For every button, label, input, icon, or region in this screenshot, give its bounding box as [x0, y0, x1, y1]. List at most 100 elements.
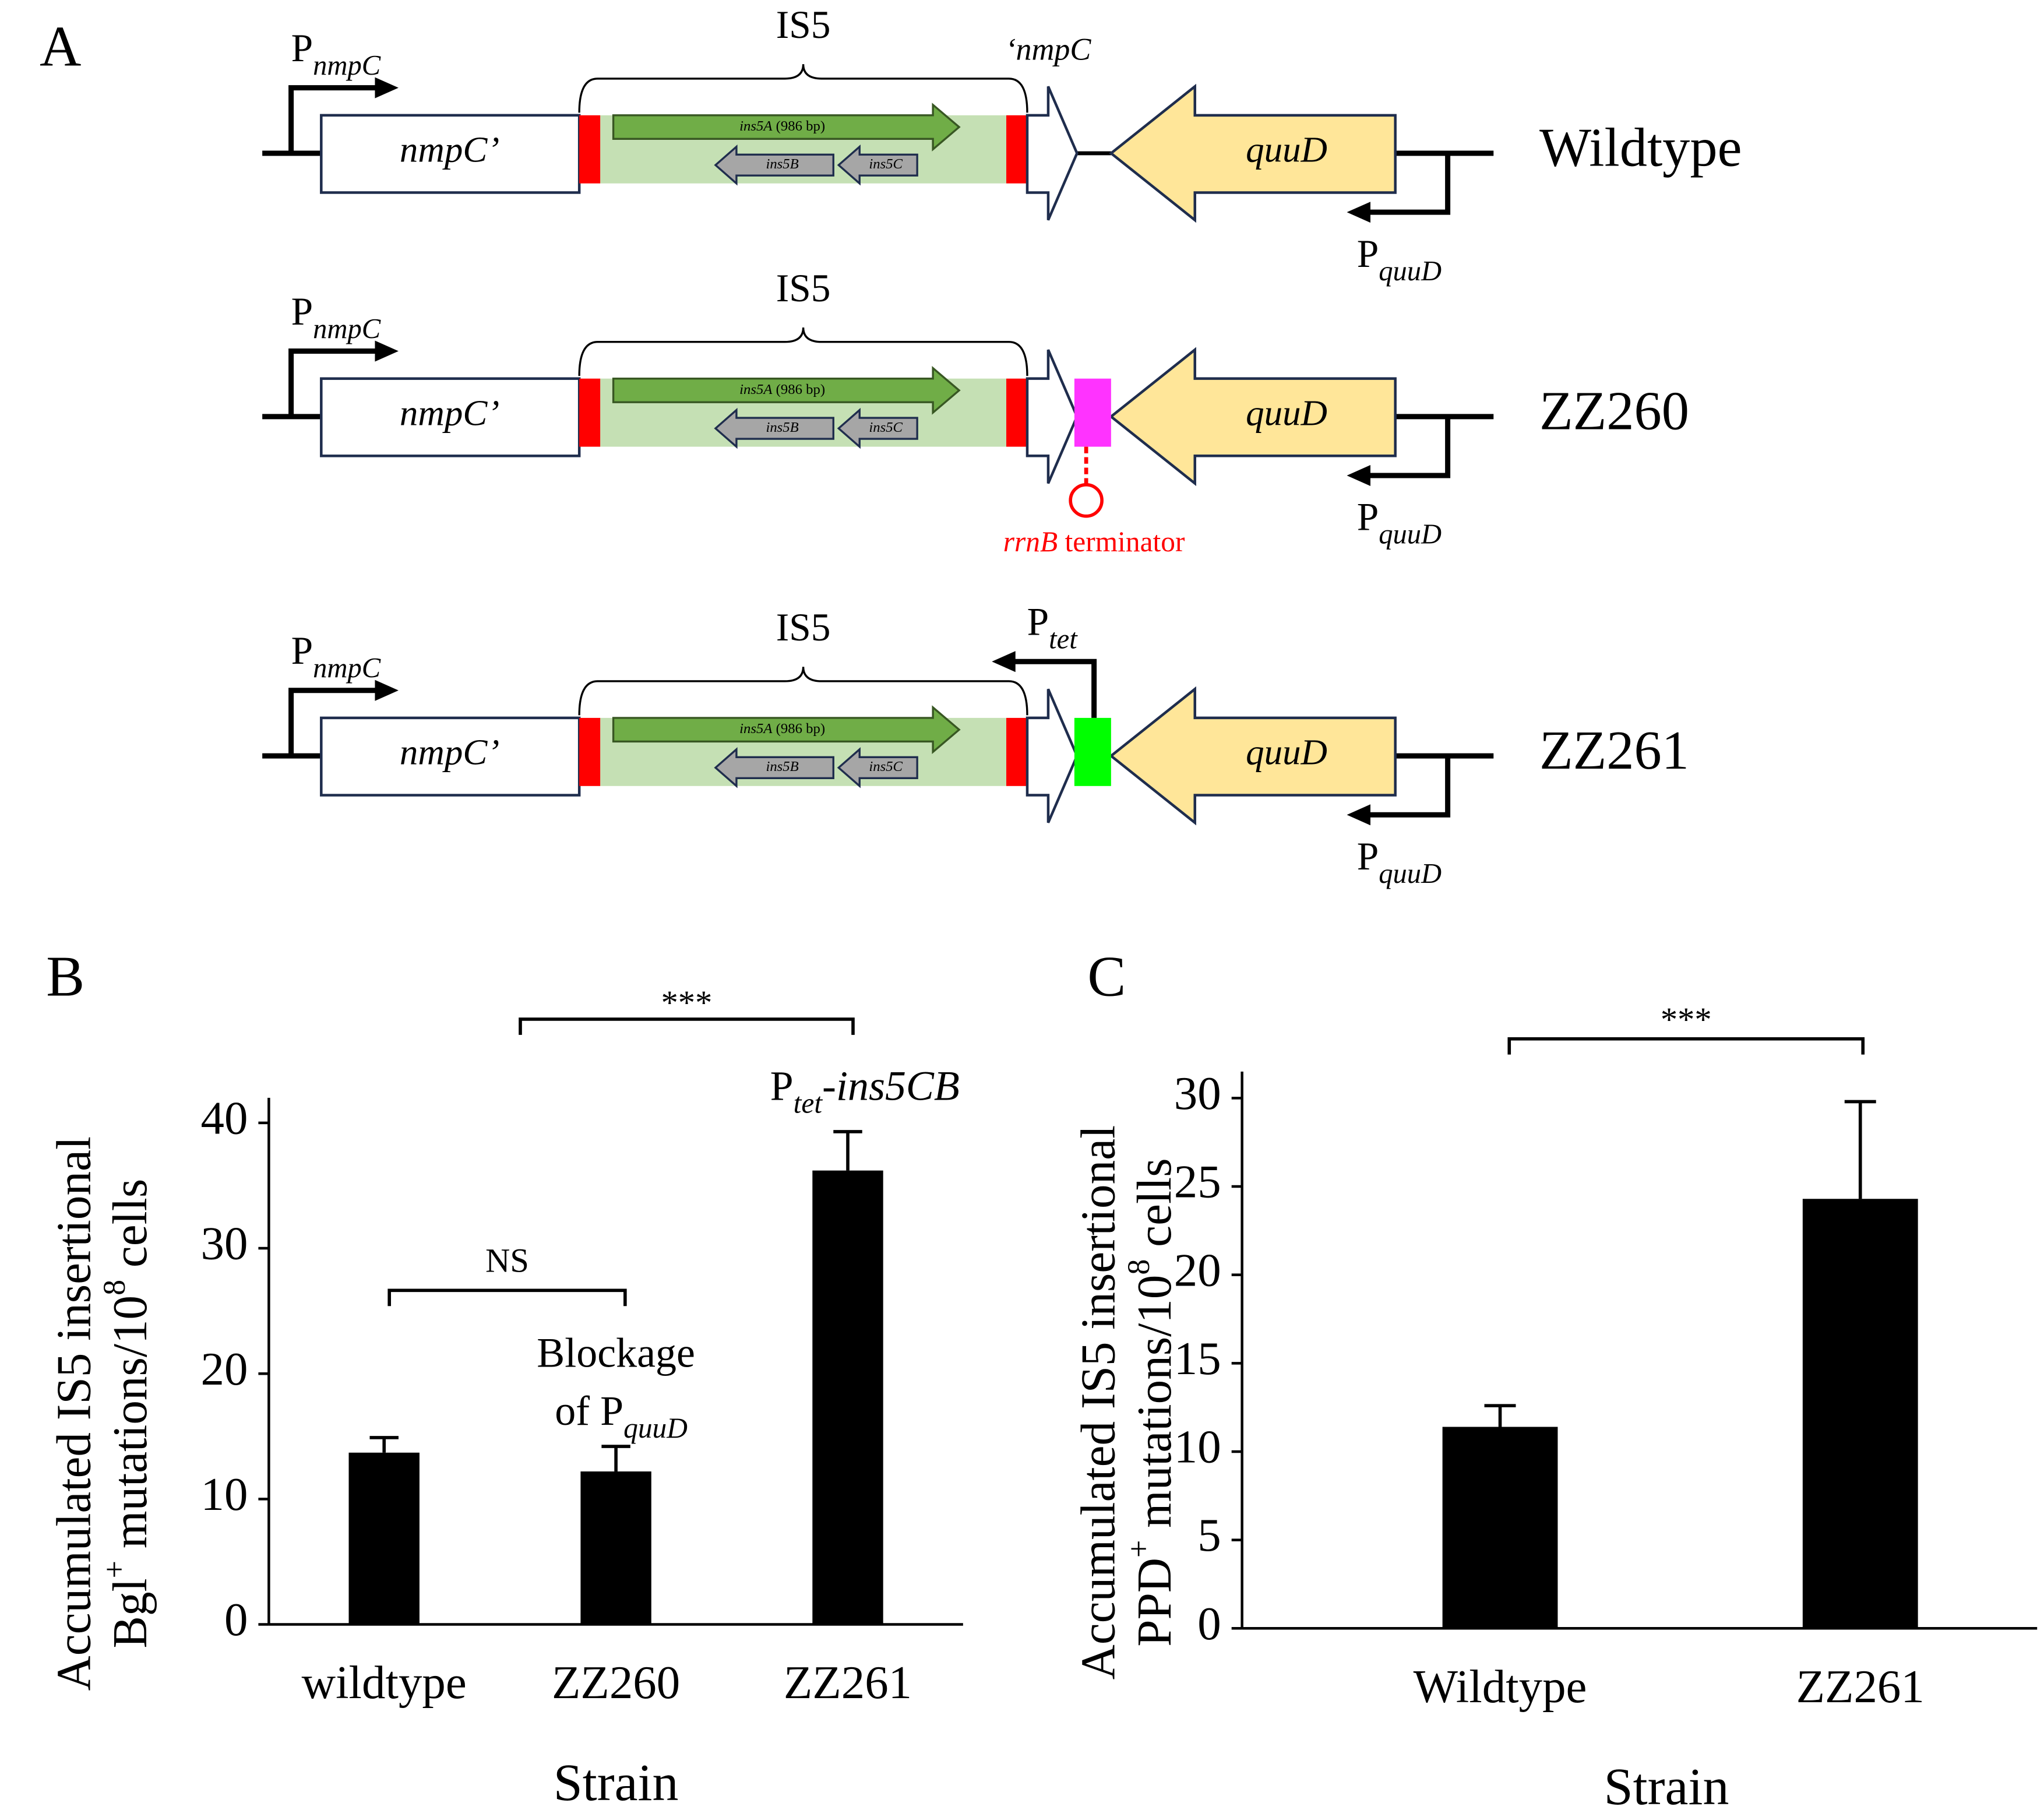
- nmpc-tip: [1025, 349, 1079, 484]
- promoter-label: PquuD: [1357, 495, 1442, 550]
- ins5a-size: (986 bp): [772, 118, 825, 134]
- ins5b-arrow: [714, 145, 834, 186]
- promoter-label-main: P: [291, 26, 313, 70]
- ins5c-arrow-label: ins5C: [869, 759, 903, 774]
- promoter-label: PquuD: [1357, 232, 1442, 287]
- y-tick-label: 25: [1174, 1156, 1221, 1208]
- ins5a-arrow: [612, 103, 961, 152]
- terminator-box: [1074, 378, 1111, 447]
- significance-bracket: [387, 1288, 627, 1307]
- arrowhead: [375, 77, 399, 98]
- y-axis-label-part: mutations/10: [103, 1295, 157, 1561]
- inverted-repeat: [1006, 378, 1027, 447]
- bar: [1802, 1199, 1918, 1629]
- ins5a-label: ins5A (986 bp): [739, 118, 825, 134]
- panel-label: A: [40, 15, 81, 79]
- annotation: of PquuD: [555, 1387, 688, 1443]
- annotation-sub: quuD: [623, 1412, 688, 1444]
- x-tick-label: wildtype: [302, 1656, 467, 1709]
- gene-label: quuD: [1246, 129, 1327, 170]
- bar: [348, 1452, 420, 1625]
- promoter-label-main: P: [1357, 495, 1379, 539]
- significance-label: NS: [485, 1242, 529, 1280]
- inverted-repeat: [1006, 115, 1027, 184]
- annotation-dash: -: [822, 1062, 836, 1109]
- annotation-main: of P: [555, 1387, 623, 1434]
- bar: [812, 1170, 883, 1625]
- is5-label: IS5: [776, 605, 831, 649]
- is5-label: IS5: [776, 3, 831, 47]
- promoter-arrow: [1362, 416, 1451, 478]
- ins5a-label: ins5A (986 bp): [739, 382, 825, 397]
- arrowhead: [1347, 804, 1370, 826]
- promoter-label-sub: quuD: [1379, 519, 1442, 550]
- y-axis-label-part: Bgl: [103, 1578, 157, 1648]
- promoter-label: PnmpC: [291, 290, 381, 344]
- annotation: Blockage: [537, 1329, 695, 1376]
- strain-name: ZZ261: [1539, 720, 1689, 781]
- partial-label: ‘nmpC: [1006, 31, 1092, 66]
- gene-box: [320, 114, 581, 194]
- y-tick-label: 10: [1174, 1421, 1221, 1473]
- y-axis-label-part: 8: [97, 1280, 132, 1295]
- y-axis-label-part: +: [97, 1561, 132, 1578]
- y-tick-label: 30: [201, 1217, 248, 1270]
- gene-label: quuD: [1246, 392, 1327, 433]
- ins5a-name: ins5A: [739, 721, 773, 737]
- promoter-label-main: P: [291, 290, 313, 333]
- promoter-label: PnmpC: [291, 629, 381, 684]
- strain-name: Wildtype: [1539, 118, 1742, 178]
- promoter-label-main: P: [1357, 834, 1379, 878]
- promoter-label-main: P: [291, 629, 313, 672]
- ins5a-name: ins5A: [739, 118, 773, 134]
- y-tick-label: 10: [201, 1468, 248, 1520]
- ins5b-arrow-label: ins5B: [766, 759, 798, 774]
- x-axis-label: Strain: [1604, 1758, 1729, 1816]
- y-tick-label: 0: [1197, 1597, 1221, 1650]
- ins5a-arrow: [612, 366, 961, 415]
- x-tick-label: ZZ260: [552, 1656, 680, 1709]
- x-axis-label: Strain: [554, 1754, 679, 1812]
- gene-label: quuD: [1246, 732, 1327, 773]
- gene-label: nmpC’: [400, 392, 499, 433]
- ins5a-size: (986 bp): [772, 382, 825, 397]
- y-tick-label: 20: [1174, 1244, 1221, 1296]
- annotation: Ptet-ins5CB: [770, 1062, 960, 1119]
- promoter-label-main: P: [1357, 232, 1379, 276]
- promoter-label-sub: tet: [1049, 624, 1078, 655]
- significance-bracket: [519, 1017, 855, 1035]
- ins5a-name: ins5A: [739, 382, 773, 397]
- y-axis-label-part: cells: [103, 1179, 157, 1280]
- ins5b-arrow: [714, 407, 834, 449]
- y-axis-label-part: PPD: [1127, 1558, 1181, 1647]
- terminator-name: rrnB: [1003, 526, 1058, 558]
- arrowhead: [1347, 465, 1370, 487]
- y-axis-label: Bgl+ mutations/108 cells: [97, 1179, 157, 1649]
- gene-box: [320, 377, 581, 457]
- ptet-box: [1074, 717, 1111, 786]
- ins5c-arrow: [837, 747, 918, 788]
- y-tick-label: 40: [201, 1091, 248, 1144]
- promoter-label-main: P: [1027, 600, 1049, 644]
- gene-label: nmpC’: [400, 129, 499, 170]
- promoter-label-sub: quuD: [1379, 255, 1442, 287]
- quud-arrow: [1109, 83, 1397, 223]
- promoter-label-sub: quuD: [1379, 858, 1442, 889]
- y-axis-label-part: Accumulated IS5 insertional: [47, 1136, 101, 1691]
- y-axis-label-part: 8: [1121, 1259, 1156, 1275]
- y-axis-label-part: Accumulated IS5 insertional: [1071, 1125, 1125, 1679]
- ins5a-size: (986 bp): [772, 721, 825, 737]
- quud-arrow: [1109, 686, 1397, 826]
- gene-box: [320, 716, 581, 797]
- significance-label: ***: [1661, 1001, 1712, 1038]
- significance-label: ***: [661, 984, 713, 1022]
- x-tick-label: ZZ261: [1796, 1660, 1925, 1713]
- terminator-loop: [1069, 483, 1104, 518]
- quud-arrow: [1109, 347, 1397, 487]
- terminator-label: rrnB terminator: [1003, 526, 1185, 558]
- annotation-italic: ins5CB: [836, 1062, 960, 1109]
- y-axis-label-part: cells: [1127, 1158, 1181, 1259]
- bar: [1442, 1427, 1558, 1629]
- ins5c-arrow: [837, 407, 918, 449]
